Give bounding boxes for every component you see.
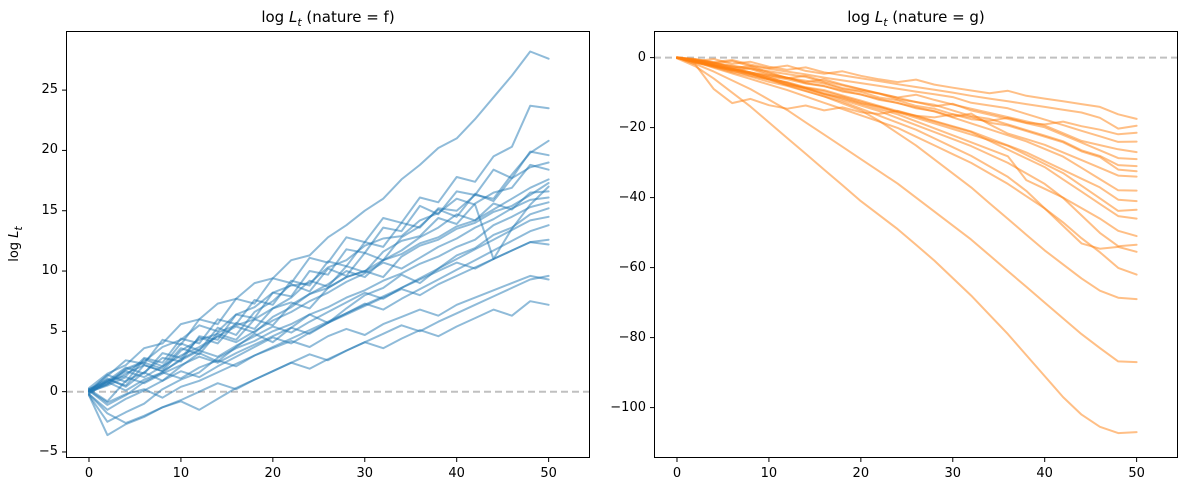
- x-tick-label: 10: [760, 466, 778, 481]
- trajectory-line: [88, 238, 550, 393]
- trajectory-line: [88, 182, 550, 391]
- trajectory-line: [88, 201, 550, 423]
- axes-spines: [654, 31, 1178, 458]
- y-tick-label: −20: [618, 119, 646, 135]
- trajectory-line: [676, 56, 1138, 276]
- title-log-text: log: [847, 8, 875, 26]
- axes-spines: [66, 31, 590, 458]
- ylabel-subscript: t: [11, 226, 25, 231]
- y-tick-label: 5: [49, 323, 58, 339]
- y-tick-label: 20: [41, 142, 58, 158]
- x-tick-label: 10: [172, 466, 190, 481]
- left-chart-title: log Lt (nature = f): [66, 7, 590, 29]
- trajectory-line: [88, 215, 550, 392]
- x-tick-label: 50: [540, 466, 557, 481]
- trajectory-group: [88, 50, 550, 437]
- trajectory-line: [676, 56, 1138, 120]
- x-tick-label: 20: [852, 466, 870, 481]
- ylabel-log-text: log: [7, 237, 23, 262]
- y-tick-label: 0: [637, 49, 646, 65]
- trajectory-line: [88, 185, 550, 393]
- trajectory-line: [88, 274, 550, 393]
- trajectory-line: [88, 300, 550, 437]
- x-tick-label: 30: [356, 466, 374, 481]
- y-tick-label: 15: [41, 202, 58, 218]
- trajectory-line: [676, 56, 1138, 173]
- trajectory-line: [88, 150, 550, 403]
- trajectory-line: [676, 56, 1138, 253]
- x-tick-label: 40: [448, 466, 465, 481]
- x-tick-label: 0: [672, 466, 682, 481]
- chart-area-nature-g: [650, 31, 1178, 462]
- title-suffix: (nature = f): [301, 8, 395, 26]
- title-variable: L: [288, 8, 298, 26]
- title-log-text: log: [261, 8, 289, 26]
- y-tick-label: −40: [618, 189, 646, 205]
- trajectory-line: [88, 104, 550, 392]
- x-tick-label: 40: [1036, 466, 1053, 481]
- title-subscript: t: [297, 16, 302, 29]
- right-chart-title: log Lt (nature = g): [654, 7, 1178, 29]
- x-tick-label: 30: [944, 466, 962, 481]
- y-tick-label: −60: [618, 259, 646, 275]
- trajectory-line: [88, 163, 550, 392]
- ylabel-variable: L: [7, 230, 23, 238]
- trajectory-group: [676, 56, 1138, 435]
- trajectory-line: [676, 56, 1138, 301]
- x-tick-label: 50: [1128, 466, 1145, 481]
- title-suffix: (nature = g): [887, 8, 985, 26]
- x-tick-label: 0: [84, 466, 94, 481]
- y-tick-label: 10: [41, 263, 58, 279]
- trajectory-line: [676, 56, 1138, 364]
- title-variable: L: [874, 8, 884, 26]
- trajectory-line: [676, 56, 1138, 130]
- y-axis-label: log Lt: [7, 226, 25, 262]
- y-tick-label: 25: [41, 82, 58, 98]
- trajectory-line: [88, 161, 550, 393]
- y-tick-label: −80: [618, 329, 646, 345]
- y-tick-label: 0: [49, 383, 58, 399]
- trajectory-line: [88, 139, 550, 396]
- chart-area-nature-f: [62, 31, 590, 462]
- trajectory-line: [88, 241, 550, 404]
- trajectory-line: [676, 57, 1138, 435]
- title-subscript: t: [883, 16, 888, 29]
- y-tick-label: −100: [610, 399, 646, 415]
- y-tick-label: −5: [38, 443, 58, 459]
- trajectory-line: [88, 196, 550, 391]
- x-tick-label: 20: [264, 466, 282, 481]
- trajectory-line: [676, 56, 1138, 203]
